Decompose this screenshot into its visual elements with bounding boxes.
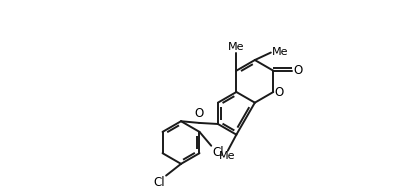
Text: O: O xyxy=(194,107,204,120)
Text: O: O xyxy=(274,86,284,99)
Text: Me: Me xyxy=(272,47,288,57)
Text: O: O xyxy=(294,64,303,77)
Text: Cl: Cl xyxy=(212,146,224,160)
Text: Me: Me xyxy=(228,42,244,52)
Text: Cl: Cl xyxy=(154,176,165,189)
Text: Me: Me xyxy=(219,151,236,161)
